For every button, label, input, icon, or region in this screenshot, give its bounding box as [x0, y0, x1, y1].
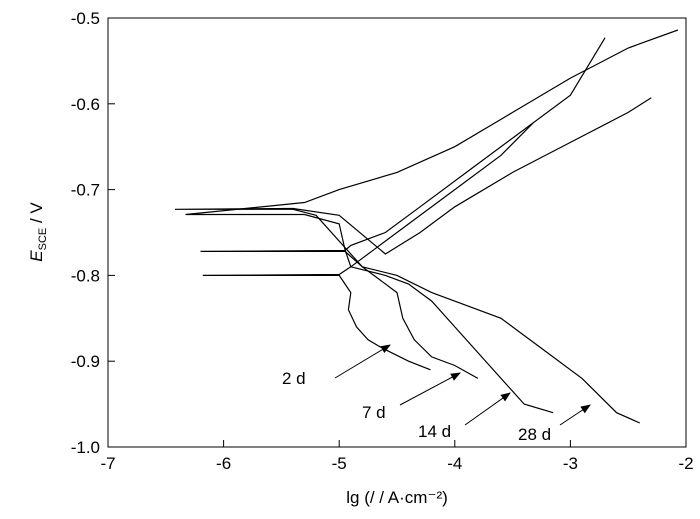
annotation-arrow — [559, 404, 591, 426]
y-tick-label: -0.8 — [71, 266, 100, 285]
x-tick-label: -6 — [216, 454, 231, 473]
annotation-arrow — [464, 392, 511, 426]
curve — [174, 97, 652, 424]
y-label-unit: / V — [27, 202, 46, 228]
y-axis-label: ESCE / V — [27, 202, 49, 262]
annotation: 7 d — [362, 403, 386, 422]
y-tick-label: -0.5 — [71, 9, 100, 28]
curve — [185, 29, 679, 414]
y-tick-label: -1.0 — [71, 438, 100, 457]
plot-frame — [107, 17, 687, 448]
x-tick-label: -2 — [678, 454, 693, 473]
y-label-sub: SCE — [37, 228, 49, 251]
annotation: 14 d — [418, 422, 451, 441]
x-tick-label: -4 — [447, 454, 462, 473]
annotation: 28 d — [518, 425, 551, 444]
x-axis-label: lg (/ / A·cm⁻²) — [346, 488, 448, 507]
x-tick-label: -7 — [100, 454, 115, 473]
y-tick-label: -0.6 — [71, 95, 100, 114]
y-tick-label: -0.9 — [71, 352, 100, 371]
annotation-arrow — [334, 344, 391, 379]
annotation-arrow — [399, 372, 461, 406]
y-label-main: E — [27, 250, 46, 262]
x-tick-label: -3 — [563, 454, 578, 473]
x-tick-label: -5 — [332, 454, 347, 473]
curve — [200, 37, 606, 379]
annotation: 2 d — [282, 369, 306, 388]
y-tick-label: -0.7 — [71, 181, 100, 200]
